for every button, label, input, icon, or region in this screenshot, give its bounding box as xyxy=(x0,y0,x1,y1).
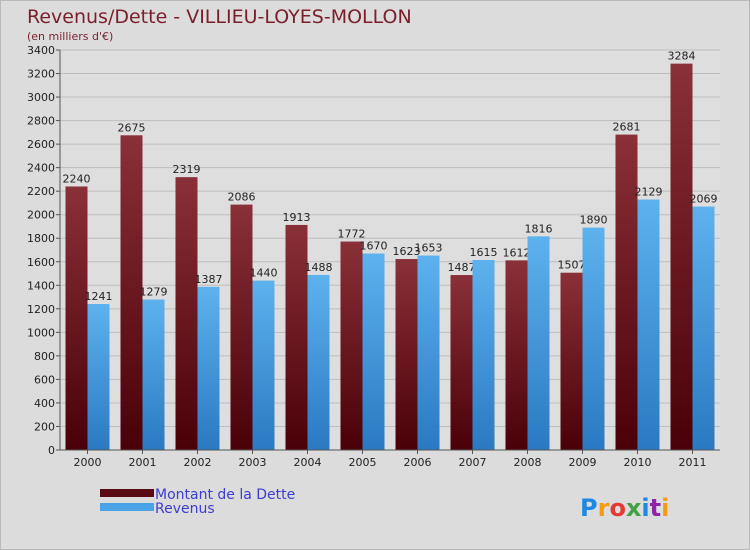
legend-label: Revenus xyxy=(155,501,215,517)
y-tick-label: 2600 xyxy=(27,138,55,151)
debt-bar xyxy=(285,224,308,450)
revenue-bar xyxy=(87,304,110,450)
debt-bar xyxy=(615,134,638,450)
x-tick-label: 2008 xyxy=(514,456,542,469)
revenue-bar-label: 1440 xyxy=(250,267,278,280)
debt-bar xyxy=(670,63,693,450)
x-tick-label: 2003 xyxy=(239,456,267,469)
revenue-bar-label: 1387 xyxy=(195,273,223,286)
x-axis: 2000 2001 2002 2003 2004 2005 2006 2007 2008 2009… xyxy=(60,449,720,469)
revenue-bar xyxy=(362,253,385,450)
y-tick-label: 3400 xyxy=(27,44,55,57)
x-tick-label: 2005 xyxy=(349,456,377,469)
x-tick-label: 2010 xyxy=(624,456,652,469)
revenue-bar-label: 1279 xyxy=(140,286,168,299)
bars: 2240 1241 2675 1279 2319 1387 2086 1440 1913 1488… xyxy=(63,50,718,451)
debt-bar-label: 2086 xyxy=(228,191,256,204)
revenue-bar-label: 1488 xyxy=(305,261,333,274)
y-tick-label: 2400 xyxy=(27,162,55,175)
y-tick-label: 1400 xyxy=(27,279,55,292)
debt-bar-label: 1507 xyxy=(558,259,586,272)
revenue-bar-label: 1890 xyxy=(580,214,608,227)
revenue-bar-label: 2069 xyxy=(690,193,718,206)
debt-bar xyxy=(175,177,198,451)
revenue-bar-label: 1241 xyxy=(85,290,113,303)
legend-swatch xyxy=(100,503,154,511)
y-tick-label: 2000 xyxy=(27,209,55,222)
revenue-bar-label: 1653 xyxy=(415,242,443,255)
y-tick-label: 600 xyxy=(34,373,55,386)
x-tick-label: 2006 xyxy=(404,456,432,469)
proxiti-logo: Proxiti xyxy=(580,494,669,522)
logo-text: Proxiti xyxy=(580,494,669,522)
debt-bar-label: 1913 xyxy=(283,211,311,224)
chart-subtitle: (en milliers d'€) xyxy=(27,30,114,43)
revenue-bar-label: 1615 xyxy=(470,246,498,259)
x-tick-label: 2009 xyxy=(569,456,597,469)
debt-bar-label: 1772 xyxy=(338,228,366,241)
debt-bar-label: 2240 xyxy=(63,172,91,185)
y-axis: 0 200 400 600 800 1000 1200 1400 1600 1800 2000 220… xyxy=(27,44,61,457)
debt-bar-label: 1623 xyxy=(393,245,421,258)
y-tick-label: 1000 xyxy=(27,326,55,339)
y-tick-label: 800 xyxy=(34,350,55,363)
y-tick-label: 2800 xyxy=(27,115,55,128)
x-tick-label: 2007 xyxy=(459,456,487,469)
chart-title: Revenus/Dette - VILLIEU-LOYES-MOLLON xyxy=(27,6,412,28)
y-tick-label: 200 xyxy=(34,420,55,433)
revenue-bar-label: 1670 xyxy=(360,240,388,253)
revenue-bar xyxy=(197,286,220,450)
revenue-bar xyxy=(637,199,660,450)
debt-bar xyxy=(65,186,88,450)
debt-bar-label: 1612 xyxy=(503,246,531,259)
debt-bar-label: 1487 xyxy=(448,261,476,274)
revenue-bar xyxy=(417,255,440,450)
plot-area xyxy=(60,50,720,450)
grid xyxy=(60,49,720,451)
debt-bar xyxy=(395,259,418,450)
legend-swatch xyxy=(100,489,154,497)
revenue-bar-label: 2129 xyxy=(635,186,663,199)
debt-bar-label: 2681 xyxy=(613,121,641,134)
debt-bar-label: 2675 xyxy=(118,121,146,134)
y-tick-label: 1200 xyxy=(27,303,55,316)
x-tick-label: 2000 xyxy=(74,456,102,469)
revenue-bar xyxy=(472,260,495,450)
x-tick-label: 2002 xyxy=(184,456,212,469)
revenue-bar xyxy=(252,280,275,450)
revenue-bar-label: 1816 xyxy=(525,222,553,235)
debt-bar xyxy=(505,260,528,450)
debt-bar xyxy=(340,241,363,450)
y-tick-label: 400 xyxy=(34,397,55,410)
y-tick-label: 1600 xyxy=(27,256,55,269)
revenue-bar xyxy=(582,227,605,450)
debt-bar xyxy=(560,272,583,450)
revenue-bar xyxy=(527,236,550,450)
debt-bar-label: 3284 xyxy=(668,50,696,63)
revenue-bar xyxy=(307,274,330,450)
y-tick-label: 1800 xyxy=(27,232,55,245)
debt-bar xyxy=(450,275,473,450)
revenue-bar xyxy=(692,206,715,450)
debt-bar-label: 2319 xyxy=(173,163,201,176)
x-tick-label: 2004 xyxy=(294,456,322,469)
y-tick-label: 3200 xyxy=(27,68,55,81)
x-tick-label: 2001 xyxy=(129,456,157,469)
debt-bar xyxy=(230,204,253,450)
legend-label: Montant de la Dette xyxy=(155,487,295,503)
y-tick-label: 3000 xyxy=(27,91,55,104)
revenue-bar xyxy=(142,299,165,450)
debt-bar xyxy=(120,135,143,450)
y-tick-label: 0 xyxy=(48,444,55,457)
y-tick-label: 2200 xyxy=(27,185,55,198)
x-tick-label: 2011 xyxy=(679,456,707,469)
